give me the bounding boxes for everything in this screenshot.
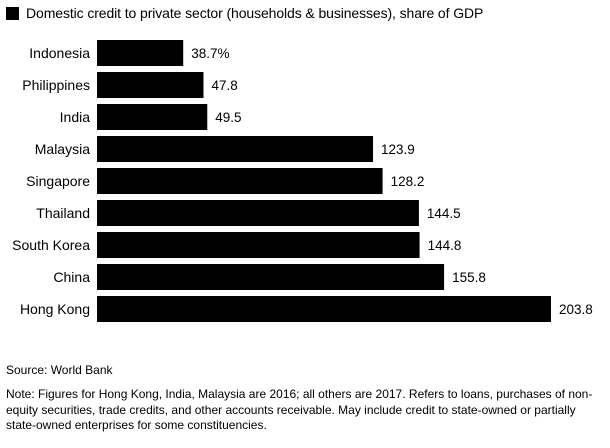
- source-text: Source: World Bank: [6, 363, 113, 377]
- bar-south-korea: [97, 232, 420, 258]
- bar-india: [97, 104, 208, 130]
- value-label-indonesia: 38.7%: [191, 46, 229, 61]
- category-label-indonesia: Indonesia: [29, 45, 90, 61]
- bar-singapore: [97, 168, 383, 194]
- legend: Domestic credit to private sector (house…: [6, 4, 483, 22]
- bar-malaysia: [97, 136, 374, 162]
- legend-label: Domestic credit to private sector (house…: [26, 5, 484, 21]
- bar-thailand: [97, 200, 419, 226]
- category-label-singapore: Singapore: [26, 173, 90, 189]
- value-label-singapore: 128.2: [391, 174, 425, 189]
- value-label-china: 155.8: [452, 270, 486, 285]
- bar-chart: Indonesia 38.7% Philippines 47.8 India 49.5 Ma…: [12, 40, 593, 322]
- category-label-hong-kong: Hong Kong: [20, 301, 90, 317]
- value-label-hong-kong: 203.8: [559, 302, 593, 317]
- legend-swatch: [6, 6, 19, 20]
- value-label-south-korea: 144.8: [428, 238, 462, 253]
- category-label-china: China: [53, 269, 90, 285]
- bar-philippines: [97, 72, 204, 98]
- category-label-thailand: Thailand: [36, 205, 90, 221]
- note-text: Note: Figures for Hong Kong, India, Mala…: [6, 387, 593, 432]
- category-label-south-korea: South Korea: [12, 237, 90, 253]
- value-label-thailand: 144.5: [427, 206, 461, 221]
- category-label-malaysia: Malaysia: [35, 141, 90, 157]
- bar-indonesia: [97, 40, 184, 66]
- value-label-malaysia: 123.9: [381, 142, 415, 157]
- bar-china: [97, 264, 445, 290]
- bar-hong-kong: [97, 296, 551, 322]
- value-label-india: 49.5: [215, 110, 241, 125]
- value-label-philippines: 47.8: [211, 78, 237, 93]
- category-label-philippines: Philippines: [22, 77, 90, 93]
- category-label-india: India: [60, 109, 91, 125]
